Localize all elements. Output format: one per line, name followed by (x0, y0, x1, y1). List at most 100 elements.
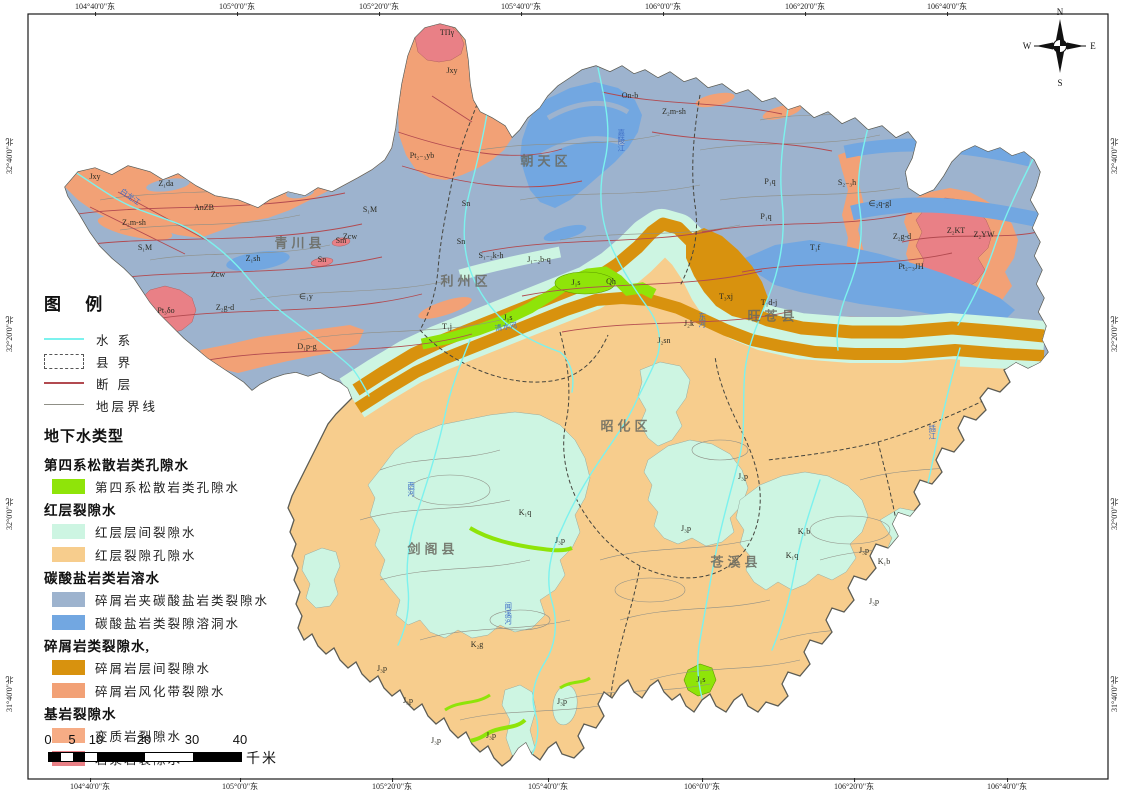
legend-line-label: 地层界线 (96, 399, 159, 414)
map-label: J₃p (403, 696, 413, 705)
legend-line-row: 水 系 (44, 328, 294, 350)
longitude-label: 104°40'0"东 (75, 2, 115, 16)
map-label: K₁q (518, 508, 532, 517)
map-label: Zcw (210, 270, 226, 279)
map-label: Pt₂₋₃JH (898, 262, 924, 271)
scale-number: 5 (68, 732, 76, 747)
geology-layers (65, 24, 1048, 761)
map-label: T₁f (809, 243, 821, 252)
map-label: 插江 (927, 424, 937, 440)
map-label: P₁q (764, 177, 776, 186)
map-label: J₂k (684, 319, 694, 328)
legend-entry: 第四系松散岩类孔隙水 (44, 475, 294, 498)
map-label: 旺苍县 (747, 308, 799, 324)
legend-swatch (52, 615, 85, 630)
map-label: ∈₁y (299, 292, 313, 301)
legend-swatch (52, 592, 85, 607)
longitude-label: 106°0'0"东 (684, 778, 720, 791)
map-label: 昭化区 (600, 418, 652, 434)
map-label: 东河 (697, 312, 707, 328)
scale-number: 0 (44, 732, 52, 747)
legend-line-row: 地层界线 (44, 394, 294, 416)
map-label: J₃p (431, 736, 441, 745)
map-label: P₁q (760, 212, 772, 221)
map-label: Sn (456, 237, 466, 246)
map-label: J₃p (859, 546, 869, 555)
legend-swatch (52, 479, 85, 494)
legend-line-row: 断 层 (44, 372, 294, 394)
legend-entry: 基岩裂隙水 (44, 702, 294, 724)
legend-entry-label: 第四系松散岩类孔隙水 (44, 458, 189, 473)
map-label: Z₂YW (973, 230, 995, 239)
latitude-label: 32°40'0"北 (5, 138, 14, 174)
map-label: Z₂g-d (892, 232, 912, 241)
latitude-label: 32°40'0"北 (1110, 138, 1119, 174)
legend-entry: 红层层间裂隙水 (44, 520, 294, 543)
map-label: J₂sn (657, 336, 671, 345)
scale-number: 30 (184, 732, 200, 747)
map-label: Z₂g-d (215, 303, 235, 312)
map-label: 嘉陵江 (616, 128, 626, 152)
legend-entry-label: 碎屑岩类裂隙水, (44, 639, 150, 654)
legend-swatch (52, 728, 85, 743)
map-label: Z₁da (158, 179, 174, 188)
map-label: Sm (335, 236, 347, 245)
map-label: S₂₋₃h (837, 178, 857, 187)
map-label: S₁M (137, 243, 153, 252)
map-label: Z₁sh (245, 254, 261, 263)
longitude-label: 104°40'0"东 (70, 778, 110, 791)
map-label: Pt₂₋₃yb (409, 151, 435, 160)
legend-entries: 第四系松散岩类孔隙水 第四系松散岩类孔隙水 红层裂隙水 红层层间裂隙水 红层裂隙… (44, 453, 294, 770)
map-label: Zcw (342, 232, 358, 241)
legend-line-symbol (44, 332, 84, 346)
map-label: Sn (317, 255, 327, 264)
legend-entry-label: 变质岩裂隙水 (95, 730, 183, 744)
legend-entry-label: 碳酸盐岩类岩溶水 (44, 571, 160, 586)
map-label: D₁p-g (297, 342, 317, 351)
compass-e-label: E (1090, 41, 1096, 51)
map-label: Qh (606, 277, 616, 286)
legend-line-symbols: 水 系 县 界 断 层 地层界线 (44, 328, 294, 416)
legend-entry: 第四系松散岩类孔隙水 (44, 453, 294, 475)
longitude-label: 105°20'0"东 (359, 2, 399, 16)
scale-number: 10 (88, 732, 104, 747)
legend-entry-label: 碎屑岩夹碳酸盐岩类裂隙水 (95, 594, 270, 608)
scale-bar-graphic (48, 752, 242, 762)
map-label: J₃p (486, 731, 496, 740)
legend-swatch (52, 683, 85, 698)
map-label: Z₂m-sh (662, 107, 686, 116)
legend-entry-label: 碎屑岩风化带裂隙水 (95, 685, 226, 699)
longitude-label: 106°40'0"东 (927, 2, 967, 16)
map-label: 闻溪河 (503, 601, 513, 625)
map-label: TΠγ (439, 28, 455, 37)
latitude-label: 32°0'0"北 (1110, 498, 1119, 530)
map-label: ∈₂q-gl (868, 199, 892, 208)
longitude-label: 105°40'0"东 (501, 2, 541, 16)
map-label: J₁₋₂b-q (527, 255, 551, 264)
map-label: J₃p (681, 524, 691, 533)
latitude-label: 32°0'0"北 (5, 498, 14, 530)
compass-w-label: W (1023, 41, 1032, 51)
legend-entry: 红层裂隙孔隙水 (44, 543, 294, 566)
legend-entry: 碎屑岩层间裂隙水 (44, 656, 294, 679)
map-label: 西河 (406, 481, 416, 497)
scale-number: 20 (136, 732, 152, 747)
longitude-label: 106°40'0"东 (987, 778, 1027, 791)
legend-entry: 碎屑岩类裂隙水, (44, 634, 294, 656)
legend-entry-label: 第四系松散岩类孔隙水 (95, 481, 241, 495)
compass-n-label: N (1057, 7, 1064, 17)
map-label: AnZB (194, 203, 214, 212)
map-label: J₁s (571, 278, 581, 287)
longitude-label: 105°20'0"东 (372, 778, 412, 791)
map-label: K₁q (785, 551, 799, 560)
map-label: K₁b (877, 557, 891, 566)
legend-line-symbol (44, 398, 84, 412)
map-label: K₁b (797, 527, 811, 536)
legend-entry: 变质岩裂隙水 (44, 724, 294, 747)
legend-entry: 碎屑岩风化带裂隙水 (44, 679, 294, 702)
legend: 图 例 水 系 县 界 断 层 地层界线 地下水类型 (44, 290, 294, 770)
map-label: J₃p (557, 697, 567, 706)
longitude-label: 106°20'0"东 (785, 2, 825, 16)
legend-line-symbol (44, 376, 84, 390)
